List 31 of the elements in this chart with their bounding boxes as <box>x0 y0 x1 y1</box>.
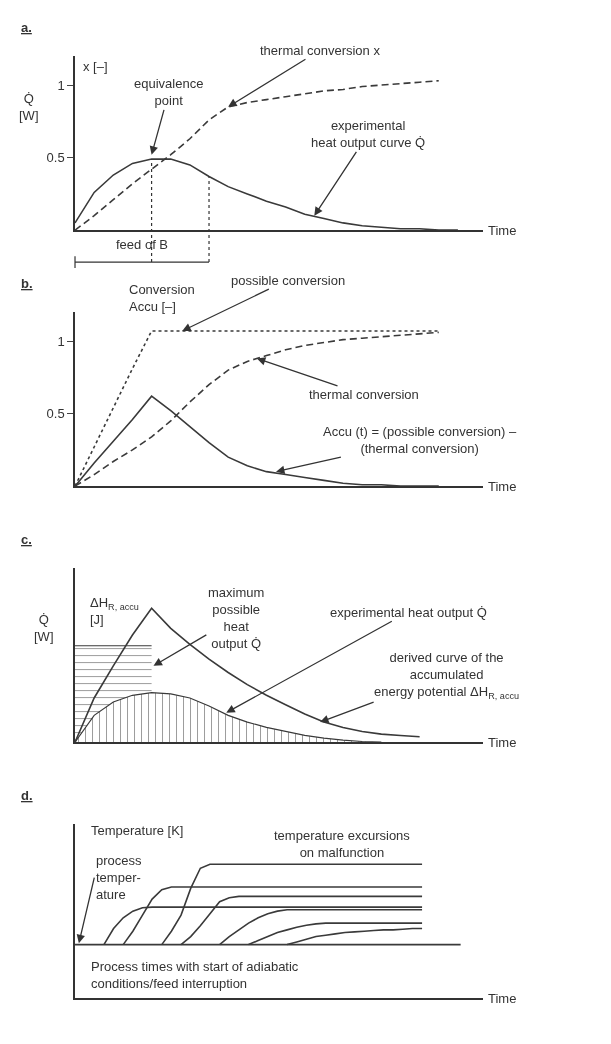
x-axis-title: Time <box>488 223 517 238</box>
annotation: experimental heat output curve Q̇ <box>311 118 426 150</box>
annotation: equivalence point <box>134 76 204 108</box>
chart-title: a. <box>21 20 32 35</box>
chart-title: d. <box>21 788 33 803</box>
y2-axis-title: x [–] <box>83 59 108 74</box>
y-tick-label: 1 <box>57 333 65 349</box>
annotation: Accu (t) = (possible conversion) – (thermal conversion) <box>323 424 518 456</box>
y-tick-label: 0.5 <box>46 150 65 166</box>
annotation: maximum possible heat output Q̇ <box>208 585 265 651</box>
text: temperature excursions on malfunction <box>274 828 411 860</box>
x-axis-title: Time <box>488 991 517 1006</box>
y-tick-label: 1 <box>57 77 65 93</box>
y-axis-title: Q̇ [W] <box>19 91 39 123</box>
chart-title: c. <box>21 532 32 547</box>
text: feed of B <box>116 237 169 252</box>
y2-axis-title: ΔH$_{R, accu}$ [J] <box>90 595 139 627</box>
annotation: process temper- ature <box>96 853 143 902</box>
annotation: thermal conversion <box>309 387 419 402</box>
x-axis-title: Time <box>488 479 517 494</box>
y-axis-title: Q̇ [W] <box>34 612 54 644</box>
y-axis-title: Conversion Accu [–] <box>129 282 195 314</box>
annotation: derived curve of the accumulated energy potential ΔH$_{R, accu}$ <box>374 650 520 701</box>
y-axis-title: Temperature [K] <box>91 823 184 838</box>
chart-title: b. <box>21 276 33 291</box>
annotation: Process times with start of adiabatic conditions/feed interruption <box>91 959 299 991</box>
y-tick-label: 0.5 <box>46 406 65 422</box>
annotation: experimental heat output Q̇ <box>330 605 487 620</box>
text: possible conversion <box>231 273 346 288</box>
x-axis-title: Time <box>488 735 517 750</box>
annotation: thermal conversion x <box>260 43 381 58</box>
